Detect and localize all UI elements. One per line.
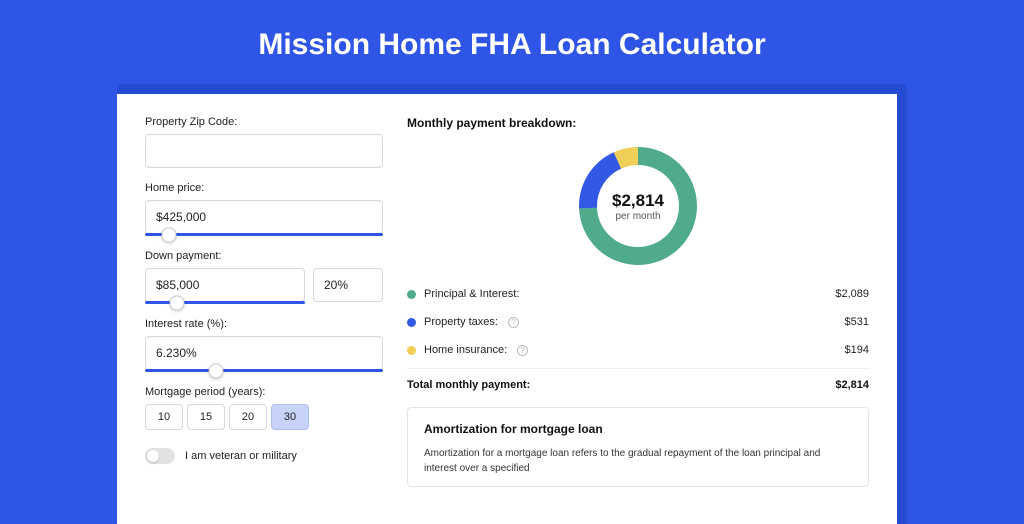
home-price-field: Home price:	[145, 182, 383, 236]
amortization-box: Amortization for mortgage loan Amortizat…	[407, 407, 869, 487]
veteran-label: I am veteran or military	[185, 450, 297, 462]
zip-input[interactable]	[145, 134, 383, 168]
calculator-card: Property Zip Code: Home price: Down paym…	[117, 94, 897, 524]
veteran-toggle[interactable]	[145, 448, 175, 464]
legend-label: Home insurance:	[424, 344, 507, 356]
legend-dot	[407, 290, 416, 299]
amortization-title: Amortization for mortgage loan	[424, 422, 852, 436]
down-payment-field: Down payment:	[145, 250, 383, 304]
payment-donut-chart: $2,814 per month	[578, 146, 698, 266]
info-icon[interactable]: ?	[508, 317, 519, 328]
donut-amount: $2,814	[612, 191, 664, 211]
legend-dot	[407, 318, 416, 327]
donut-sub: per month	[615, 211, 660, 222]
interest-rate-label: Interest rate (%):	[145, 318, 383, 330]
down-payment-slider-thumb[interactable]	[170, 295, 185, 310]
amortization-body: Amortization for a mortgage loan refers …	[424, 446, 852, 476]
page-title: Mission Home FHA Loan Calculator	[0, 0, 1024, 84]
home-price-slider-thumb[interactable]	[161, 227, 176, 242]
legend-value: $531	[845, 316, 869, 328]
period-btn-10[interactable]: 10	[145, 404, 183, 430]
card-shadow: Property Zip Code: Home price: Down paym…	[117, 84, 907, 524]
interest-rate-slider[interactable]	[145, 369, 383, 372]
legend-dot	[407, 346, 416, 355]
total-value: $2,814	[835, 379, 869, 391]
breakdown-column: Monthly payment breakdown: $2,814 per mo…	[407, 116, 869, 524]
legend-label: Property taxes:	[424, 316, 498, 328]
info-icon[interactable]: ?	[517, 345, 528, 356]
donut-container: $2,814 per month	[407, 140, 869, 280]
period-btn-30[interactable]: 30	[271, 404, 309, 430]
legend-value: $2,089	[835, 288, 869, 300]
down-payment-label: Down payment:	[145, 250, 383, 262]
interest-rate-field: Interest rate (%):	[145, 318, 383, 372]
interest-rate-input[interactable]	[145, 336, 383, 370]
donut-center: $2,814 per month	[578, 146, 698, 266]
home-price-slider[interactable]	[145, 233, 383, 236]
period-btn-20[interactable]: 20	[229, 404, 267, 430]
legend-row: Principal & Interest: $2,089	[407, 280, 869, 308]
legend-row: Home insurance:? $194	[407, 336, 869, 364]
veteran-row: I am veteran or military	[145, 448, 383, 464]
down-payment-amount-input[interactable]	[145, 268, 305, 302]
total-row: Total monthly payment: $2,814	[407, 368, 869, 403]
home-price-label: Home price:	[145, 182, 383, 194]
legend-row: Property taxes:? $531	[407, 308, 869, 336]
down-payment-percent-input[interactable]	[313, 268, 383, 302]
legend-list: Principal & Interest: $2,089 Property taxe…	[407, 280, 869, 364]
zip-field: Property Zip Code:	[145, 116, 383, 168]
inputs-column: Property Zip Code: Home price: Down paym…	[145, 116, 383, 524]
down-payment-slider[interactable]	[145, 301, 305, 304]
zip-label: Property Zip Code:	[145, 116, 383, 128]
home-price-input[interactable]	[145, 200, 383, 234]
mortgage-period-group: 10152030	[145, 404, 383, 430]
legend-value: $194	[845, 344, 869, 356]
breakdown-title: Monthly payment breakdown:	[407, 116, 869, 130]
legend-label: Principal & Interest:	[424, 288, 519, 300]
interest-rate-slider-thumb[interactable]	[209, 363, 224, 378]
period-btn-15[interactable]: 15	[187, 404, 225, 430]
mortgage-period-field: Mortgage period (years): 10152030	[145, 386, 383, 430]
mortgage-period-label: Mortgage period (years):	[145, 386, 383, 398]
total-label: Total monthly payment:	[407, 379, 530, 391]
